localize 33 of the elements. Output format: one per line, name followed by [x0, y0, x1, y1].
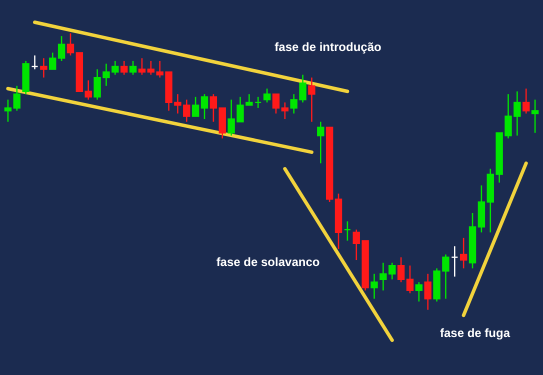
candlestick — [4, 99, 12, 122]
candlestick — [84, 80, 92, 100]
candlestick — [531, 99, 539, 134]
candlestick — [138, 58, 146, 76]
text: fase de fuga — [440, 326, 510, 340]
candlestick — [66, 32, 74, 56]
candlestick — [31, 54, 38, 70]
candlestick — [263, 88, 271, 104]
candlestick — [317, 121, 324, 164]
candlestick — [424, 273, 432, 310]
annotation: fase de solavanco — [216, 255, 320, 269]
candlestick — [120, 60, 128, 76]
candlestick — [406, 264, 414, 294]
candlestick — [522, 88, 530, 114]
candlestick — [344, 220, 352, 242]
candlestick — [192, 96, 200, 117]
annotation: fase de introdução — [274, 40, 382, 54]
candlestick — [129, 60, 137, 76]
candlestick — [397, 256, 405, 283]
candlestick — [210, 93, 218, 122]
candlestick — [200, 93, 208, 120]
candlestick — [49, 52, 56, 70]
candlestick — [13, 85, 20, 112]
candlestick — [58, 35, 66, 62]
candlestick — [281, 102, 288, 120]
candlestick — [370, 273, 378, 300]
candlestick — [308, 76, 316, 122]
candlestick — [415, 281, 423, 302]
candlestick — [254, 96, 262, 109]
candlestick — [460, 237, 468, 269]
candlestick — [40, 58, 48, 78]
candlestick — [451, 246, 458, 278]
candlestick — [272, 93, 280, 114]
